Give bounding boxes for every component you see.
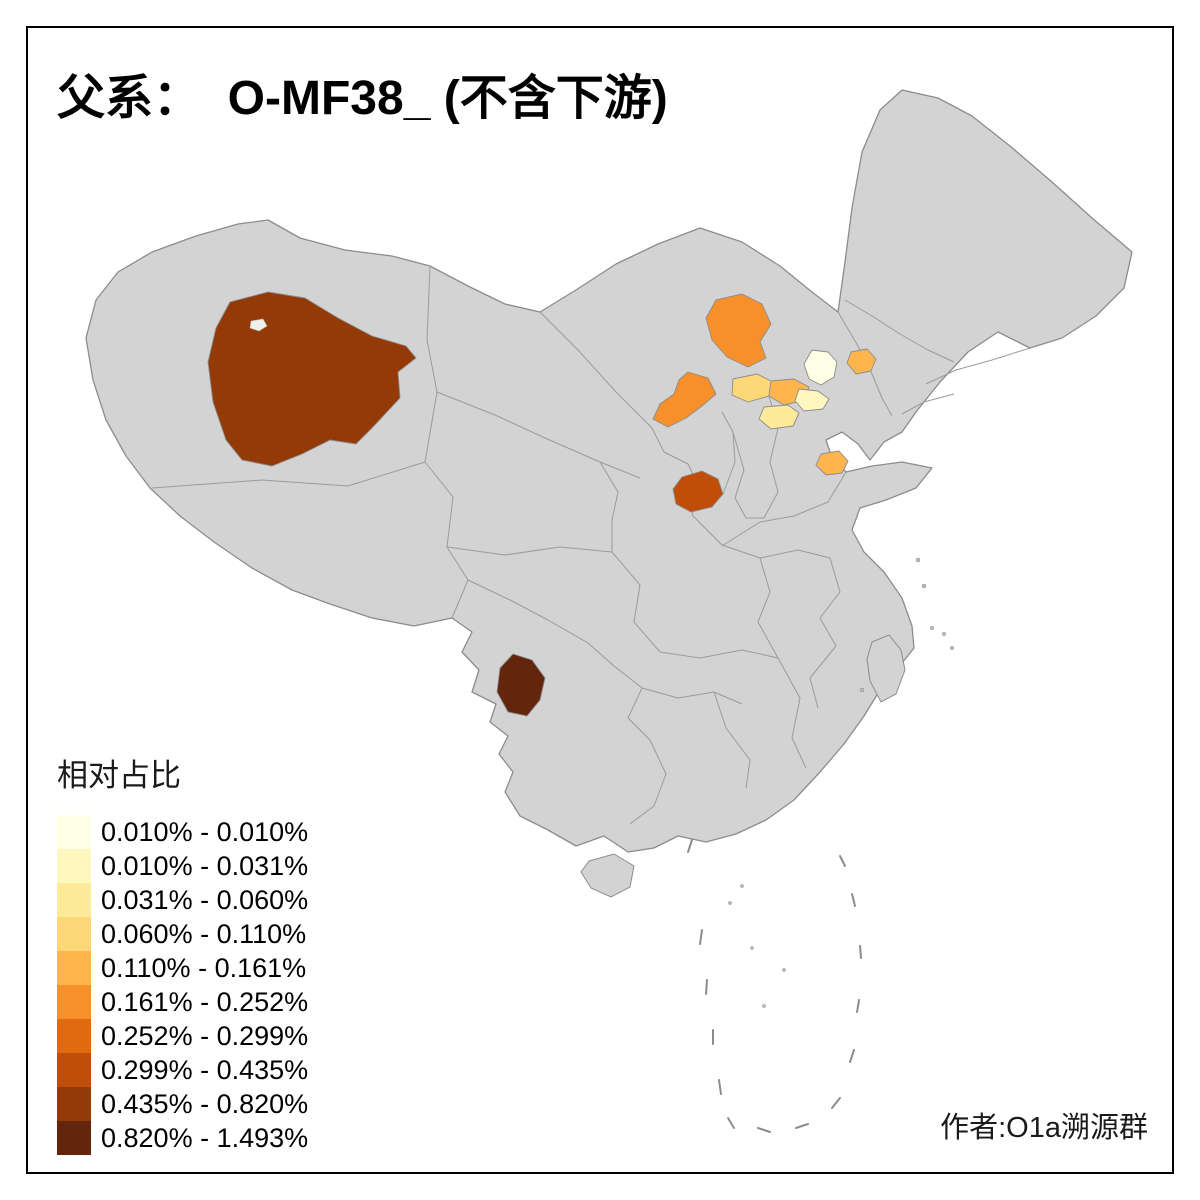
legend-label: 0.299% - 0.435% xyxy=(101,1054,309,1085)
taiwan-island xyxy=(866,634,906,703)
page-title: 父系： O-MF38_ (不含下游) xyxy=(57,72,668,125)
south-sea-islet xyxy=(728,901,732,905)
legend-swatch xyxy=(57,1019,91,1053)
legend-item: 0.031% - 0.060% xyxy=(57,883,308,917)
legend-label: 0.031% - 0.060% xyxy=(101,884,309,915)
region-central-shandong xyxy=(815,450,849,476)
south-china-sea-dashes xyxy=(687,839,862,1133)
legend-swatch xyxy=(57,815,91,849)
province-borders xyxy=(151,265,1031,825)
legend-label: 0.820% - 1.493% xyxy=(101,1122,309,1153)
legend-item: 0.010% - 0.010% xyxy=(57,815,308,849)
islands xyxy=(580,557,955,1008)
legend-swatch xyxy=(57,985,91,1019)
legend-title: 相对占比 xyxy=(57,758,181,793)
region-beijing xyxy=(803,349,838,386)
legend-item: 0.010% - 0.031% xyxy=(57,849,308,883)
region-north-shaanxi xyxy=(672,470,724,513)
legend-swatch xyxy=(57,849,91,883)
south-sea-islet xyxy=(762,1004,766,1008)
south-sea-islet xyxy=(782,968,786,972)
legend-swatch xyxy=(57,1121,91,1155)
legend-label: 0.010% - 0.010% xyxy=(101,816,309,847)
legend-label: 0.252% - 0.299% xyxy=(101,1020,309,1051)
east-sea-islet xyxy=(929,625,935,631)
legend-item: 0.252% - 0.299% xyxy=(57,1019,308,1053)
legend-item: 0.299% - 0.435% xyxy=(57,1053,308,1087)
legend: 相对占比 0.010% - 0.010% 0.010% - 0.031% 0.0… xyxy=(57,750,308,1155)
legend-item: 0.110% - 0.161% xyxy=(57,951,308,985)
east-sea-islet xyxy=(949,645,955,651)
south-sea-islet xyxy=(750,946,754,950)
legend-item: 0.161% - 0.252% xyxy=(57,985,308,1019)
legend-item: 0.820% - 1.493% xyxy=(57,1121,308,1155)
region-central-hebei xyxy=(794,388,830,412)
south-sea-islet xyxy=(740,884,744,888)
legend-label: 0.010% - 0.031% xyxy=(101,850,309,881)
legend-swatch xyxy=(57,1087,91,1121)
coastal-islet xyxy=(921,583,927,589)
legend-swatch xyxy=(57,917,91,951)
legend-label: 0.110% - 0.161% xyxy=(101,952,307,983)
china-mainland xyxy=(85,89,1133,853)
east-sea-islet xyxy=(941,631,947,637)
legend-swatch xyxy=(57,883,91,917)
legend-item: 0.435% - 0.820% xyxy=(57,1087,308,1121)
penghu-islet xyxy=(859,687,865,693)
hainan-island xyxy=(580,853,635,898)
region-east-hebei xyxy=(846,348,877,375)
region-south-hebei xyxy=(758,404,800,430)
region-west-inner-mongolia xyxy=(705,293,772,368)
legend-label: 0.435% - 0.820% xyxy=(101,1088,309,1119)
coastal-islet xyxy=(915,557,921,563)
xinjiang-enclave xyxy=(249,318,268,332)
legend-item: 0.060% - 0.110% xyxy=(57,917,308,951)
region-southern-xinjiang xyxy=(207,291,417,467)
legend-label: 0.161% - 0.252% xyxy=(101,986,309,1017)
region-western-yunnan xyxy=(496,653,546,717)
legend-label: 0.060% - 0.110% xyxy=(101,918,307,949)
colored-regions xyxy=(207,291,877,717)
author-credit: 作者:O1a溯源群 xyxy=(940,1112,1148,1144)
legend-swatch xyxy=(57,951,91,985)
legend-swatch xyxy=(57,1053,91,1087)
region-ningxia xyxy=(652,371,717,428)
